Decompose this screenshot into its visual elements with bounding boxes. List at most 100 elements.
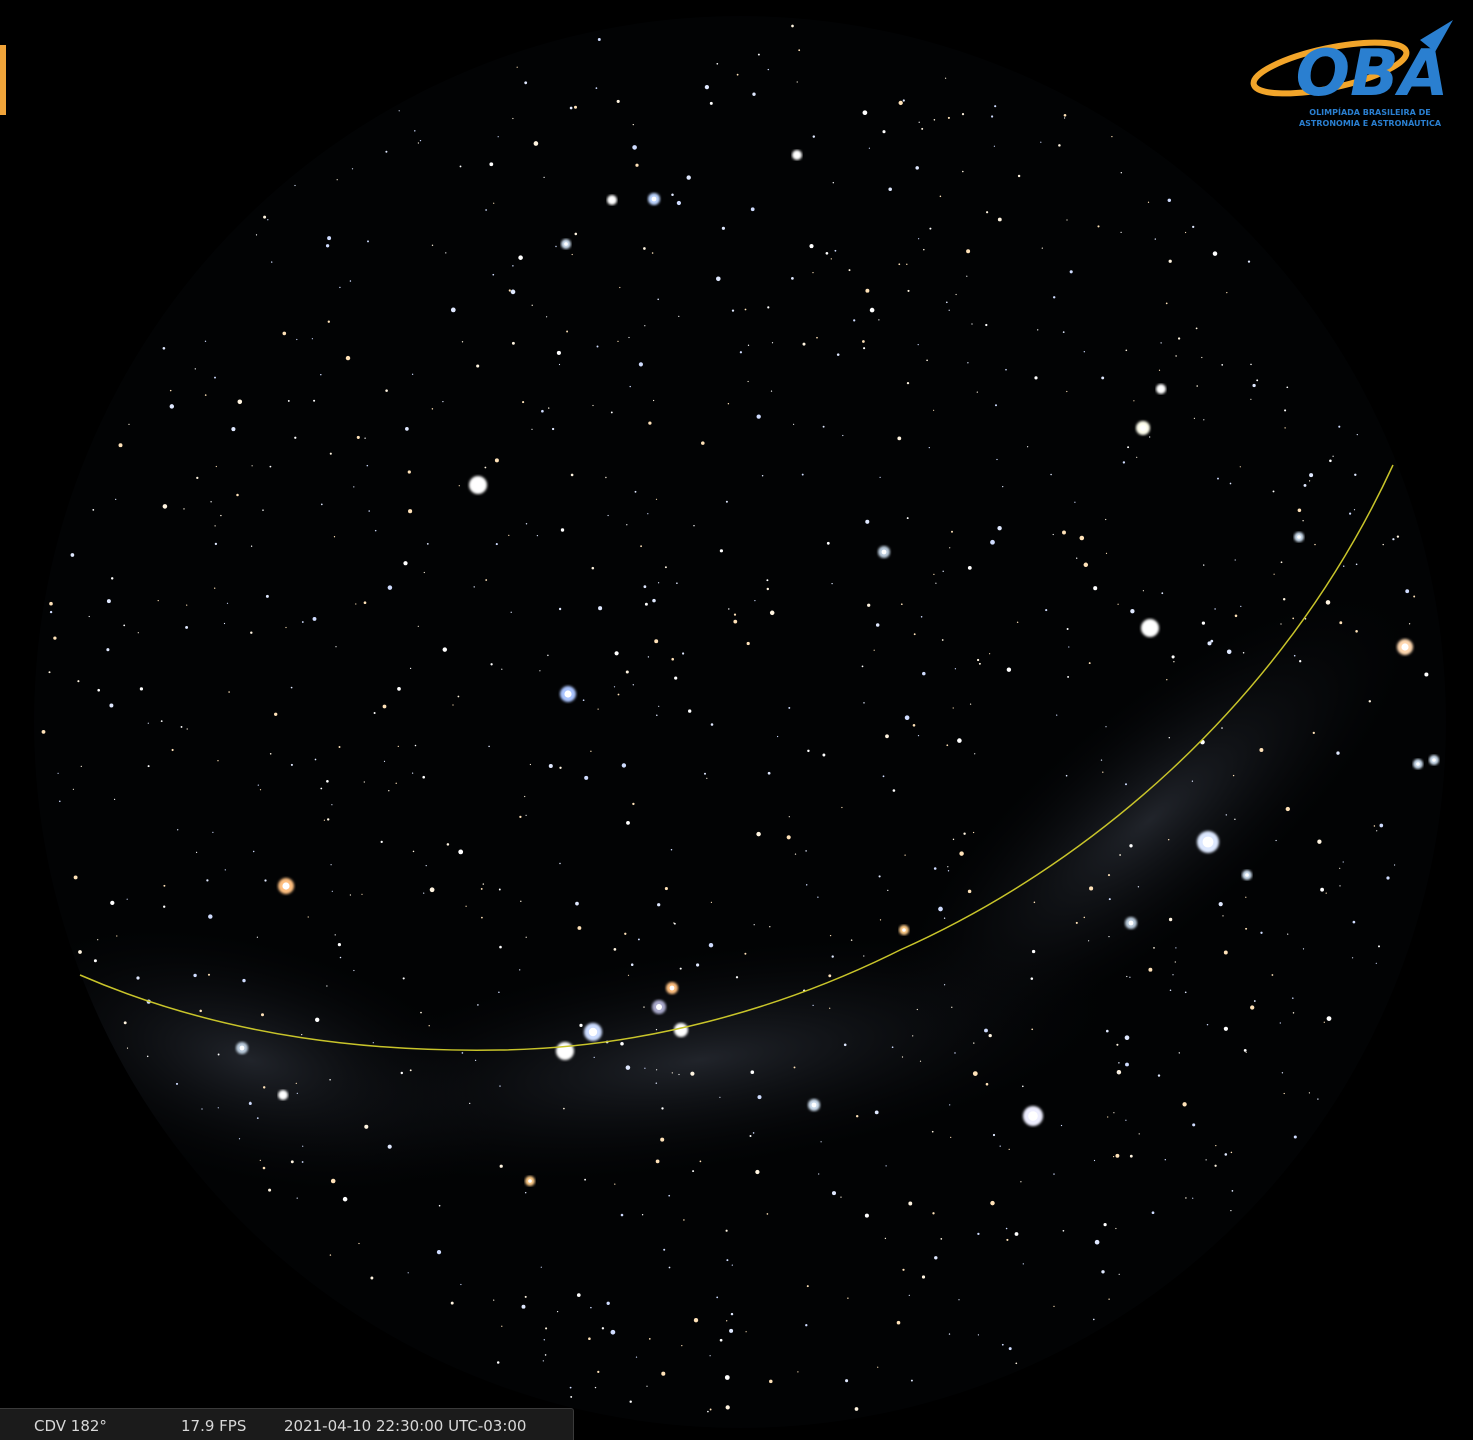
star [791, 277, 794, 280]
star [862, 666, 864, 668]
star [842, 435, 843, 436]
star [1245, 897, 1246, 898]
star [621, 1214, 624, 1217]
star [817, 897, 818, 898]
star [1006, 1228, 1008, 1230]
star [327, 236, 331, 240]
star [906, 264, 907, 265]
star [579, 1024, 582, 1027]
star [993, 1134, 995, 1136]
star [1192, 1198, 1193, 1199]
star [989, 1034, 992, 1037]
star [687, 175, 691, 179]
star [671, 193, 674, 196]
star [954, 1052, 955, 1053]
star [1102, 772, 1103, 773]
star [1250, 1005, 1254, 1009]
star [250, 631, 252, 633]
star [1217, 478, 1219, 480]
star [302, 621, 304, 623]
star [458, 850, 463, 855]
star [545, 1327, 547, 1329]
star [42, 730, 46, 734]
star [706, 778, 707, 779]
star [172, 749, 174, 751]
star [1125, 1063, 1129, 1067]
star [388, 790, 389, 791]
star [592, 567, 595, 570]
star [719, 1097, 720, 1098]
star [665, 566, 667, 568]
star [984, 1029, 988, 1033]
star [933, 410, 934, 411]
star [367, 465, 369, 467]
star [678, 1074, 679, 1075]
star [1169, 260, 1172, 263]
star [383, 705, 387, 709]
star [481, 917, 483, 919]
star [929, 228, 931, 230]
star [1125, 783, 1127, 785]
star [985, 324, 987, 326]
star [1304, 484, 1307, 487]
star [654, 639, 658, 643]
star [111, 577, 113, 579]
star [607, 515, 608, 516]
star [1179, 1052, 1180, 1053]
star [574, 106, 577, 109]
star [777, 736, 778, 737]
star [1327, 1016, 1332, 1021]
star [597, 1371, 599, 1373]
star [1015, 1362, 1017, 1364]
star [136, 976, 139, 979]
star [495, 458, 499, 462]
star [1235, 559, 1236, 560]
star [291, 764, 293, 766]
star [898, 263, 900, 265]
star [97, 939, 98, 940]
star [281, 1093, 285, 1097]
star [887, 890, 888, 891]
star [208, 974, 210, 976]
star [946, 301, 948, 303]
star [583, 699, 585, 701]
star [208, 914, 212, 918]
star [630, 386, 631, 387]
star [373, 1042, 374, 1043]
star [949, 1333, 950, 1334]
star [731, 1313, 733, 1315]
star [1297, 535, 1301, 539]
star [1153, 947, 1155, 949]
star [543, 1360, 544, 1361]
star [788, 707, 790, 709]
star [1006, 1239, 1008, 1241]
star [332, 891, 333, 892]
sky-view: OBA OLIMPÍADA BRASILEIRA DE ASTRONOMIA E… [0, 0, 1473, 1440]
star [832, 955, 834, 957]
star [918, 238, 919, 239]
star [652, 252, 654, 254]
star [186, 605, 187, 606]
star [330, 864, 331, 865]
star [958, 1299, 959, 1300]
star [1376, 963, 1377, 964]
star [1093, 586, 1097, 590]
star [1192, 226, 1194, 228]
star [193, 974, 196, 977]
star [548, 407, 549, 408]
star [598, 38, 601, 41]
star [388, 1145, 392, 1149]
star [1226, 292, 1227, 293]
star [1246, 1052, 1247, 1053]
star [658, 582, 659, 583]
star [1168, 839, 1169, 840]
star [899, 101, 903, 105]
star [626, 1065, 631, 1070]
star [797, 81, 798, 82]
star [512, 265, 513, 266]
star [722, 227, 725, 230]
star [746, 1331, 747, 1332]
star [559, 863, 560, 864]
star [768, 69, 769, 70]
star [1224, 1027, 1228, 1031]
